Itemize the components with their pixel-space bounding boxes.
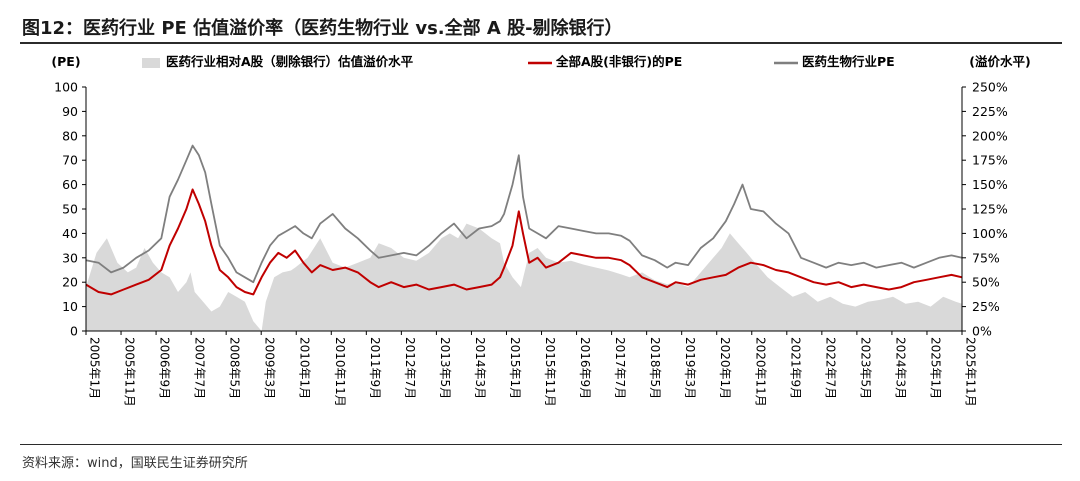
- x-tick-label: 2023年5月: [858, 337, 872, 399]
- x-tick-label: 2019年3月: [683, 337, 697, 399]
- x-tick-label: 2021年9月: [788, 337, 802, 399]
- x-tick-label: 2014年3月: [473, 337, 487, 399]
- lines-layer: [85, 144, 963, 296]
- legend-swatch-area: [142, 58, 160, 68]
- x-tick-label: 2013年5月: [438, 337, 452, 399]
- area-layer: [86, 223, 962, 331]
- x-tick-label: 2010年11月: [333, 337, 347, 407]
- left-tick-label: 20: [62, 275, 78, 290]
- left-tick-label: 10: [62, 299, 78, 314]
- series-all-a-pe-line: [85, 188, 963, 296]
- x-tick-label: 2015年1月: [508, 337, 522, 399]
- x-tick-label: 2018年5月: [648, 337, 662, 399]
- x-tick-label: 2006年9月: [158, 337, 172, 399]
- x-tick-label: 2012年7月: [403, 337, 417, 399]
- left-tick-label: 90: [62, 104, 78, 119]
- x-tick-label: 2007年7月: [193, 337, 207, 399]
- page-title: 图12：医药行业 PE 估值溢价率（医药生物行业 vs.全部 A 股-剔除银行）: [22, 18, 623, 39]
- x-tick-label: 2025年1月: [929, 337, 943, 399]
- x-tick-label: 2009年3月: [263, 337, 277, 399]
- left-tick-label: 50: [62, 202, 78, 217]
- right-tick-label: 125%: [972, 202, 1008, 217]
- x-tick-label: 2022年7月: [823, 337, 837, 399]
- x-tick-label: 2020年1月: [718, 337, 732, 399]
- x-tick-label: 2010年1月: [298, 337, 312, 399]
- left-tick-label: 80: [62, 128, 78, 143]
- series-premium-area: [86, 223, 962, 331]
- pe-premium-chart: 0 10 20 30 40 50 60 70 80 90 100 0% 25% 50% 75% 100% 125…: [51, 54, 1030, 407]
- left-tick-label: 60: [62, 177, 78, 192]
- footer-rule: [20, 444, 1062, 445]
- right-tick-label: 0%: [972, 324, 992, 339]
- legend-label-red: 全部A股(非银行)的PE: [555, 54, 682, 69]
- x-tick-label: 2025年11月: [964, 337, 978, 407]
- legend-label-gray: 医药生物行业PE: [802, 54, 895, 69]
- x-tick-label: 2015年11月: [543, 337, 557, 407]
- left-tick-label: 70: [62, 153, 78, 168]
- x-tick-label: 2016年9月: [578, 337, 592, 399]
- left-tick-label: 100: [54, 80, 78, 95]
- right-tick-label: 50%: [972, 275, 1000, 290]
- x-tick-label: 2024年3月: [893, 337, 907, 399]
- left-tick-label: 30: [62, 250, 78, 265]
- legend: 医药行业相对A股（剔除银行）估值溢价水平 全部A股(非银行)的PE 医药生物行业PE: [142, 54, 895, 69]
- right-tick-label: 75%: [972, 250, 1000, 265]
- left-tick-label: 0: [70, 324, 78, 339]
- right-tick-label: 175%: [972, 153, 1008, 168]
- right-tick-label: 225%: [972, 104, 1008, 119]
- legend-label-area: 医药行业相对A股（剔除银行）估值溢价水平: [166, 54, 414, 69]
- x-tick-label: 2020年11月: [753, 337, 767, 407]
- right-tick-label: 250%: [972, 80, 1008, 95]
- left-axis-unit: (PE): [51, 54, 80, 69]
- x-tick-label: 2011年9月: [368, 337, 382, 399]
- x-tick-label: 2017年7月: [613, 337, 627, 399]
- right-tick-label: 150%: [972, 177, 1008, 192]
- right-tick-label: 200%: [972, 128, 1008, 143]
- x-tick-label: 2005年1月: [88, 337, 102, 399]
- x-tick-label: 2005年11月: [123, 337, 137, 407]
- right-axis-unit: (溢价水平): [969, 54, 1030, 69]
- source-note: 资料来源：wind，国联民生证券研究所: [22, 456, 248, 471]
- left-tick-label: 40: [62, 226, 78, 241]
- series-pharma-pe-line: [85, 144, 963, 284]
- axes-layer: 0 10 20 30 40 50 60 70 80 90 100 0% 25% 50% 75% 100% 125…: [51, 54, 1030, 407]
- title-rule: [20, 42, 1062, 44]
- right-tick-label: 100%: [972, 226, 1008, 241]
- right-tick-label: 25%: [972, 299, 1000, 314]
- x-tick-label: 2008年5月: [228, 337, 242, 399]
